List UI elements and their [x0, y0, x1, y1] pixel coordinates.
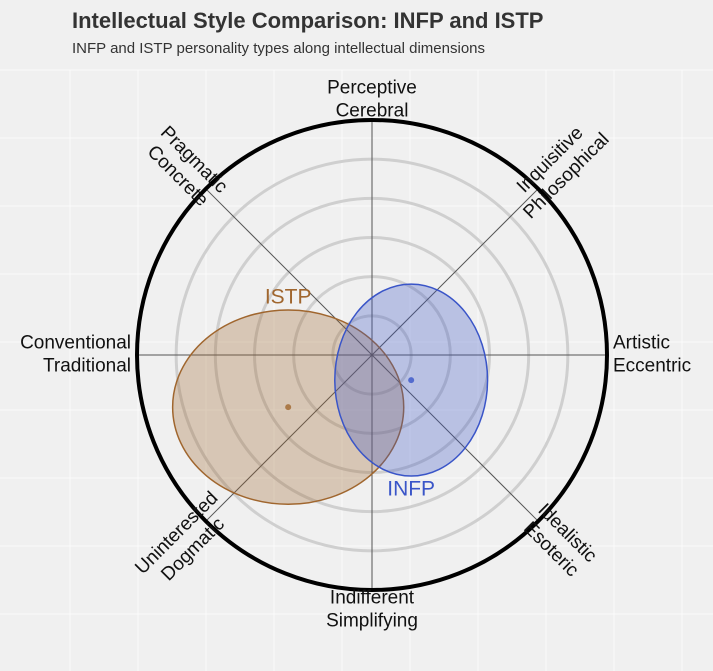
axis-label-line: Traditional: [43, 356, 131, 377]
type-center: [408, 377, 415, 384]
spoke: [205, 188, 539, 522]
chart-subtitle: INFP and ISTP personality types along in…: [72, 40, 485, 57]
type-center: [285, 404, 292, 411]
outer-ring: [135, 118, 609, 592]
type-label: ISTP: [265, 286, 312, 309]
axis-label-line: Eccentric: [613, 356, 691, 377]
axis-label-line: Perceptive: [327, 78, 417, 99]
chart-title: Intellectual Style Comparison: INFP and …: [72, 8, 543, 33]
axis-label-line: Indifferent: [330, 588, 415, 609]
axis-label-line: Conventional: [20, 333, 131, 354]
axis-label-line: Simplifying: [326, 611, 418, 632]
type-label: INFP: [387, 478, 435, 501]
axis-label-line: Cerebral: [336, 101, 409, 122]
axis-label-line: Artistic: [613, 333, 670, 354]
